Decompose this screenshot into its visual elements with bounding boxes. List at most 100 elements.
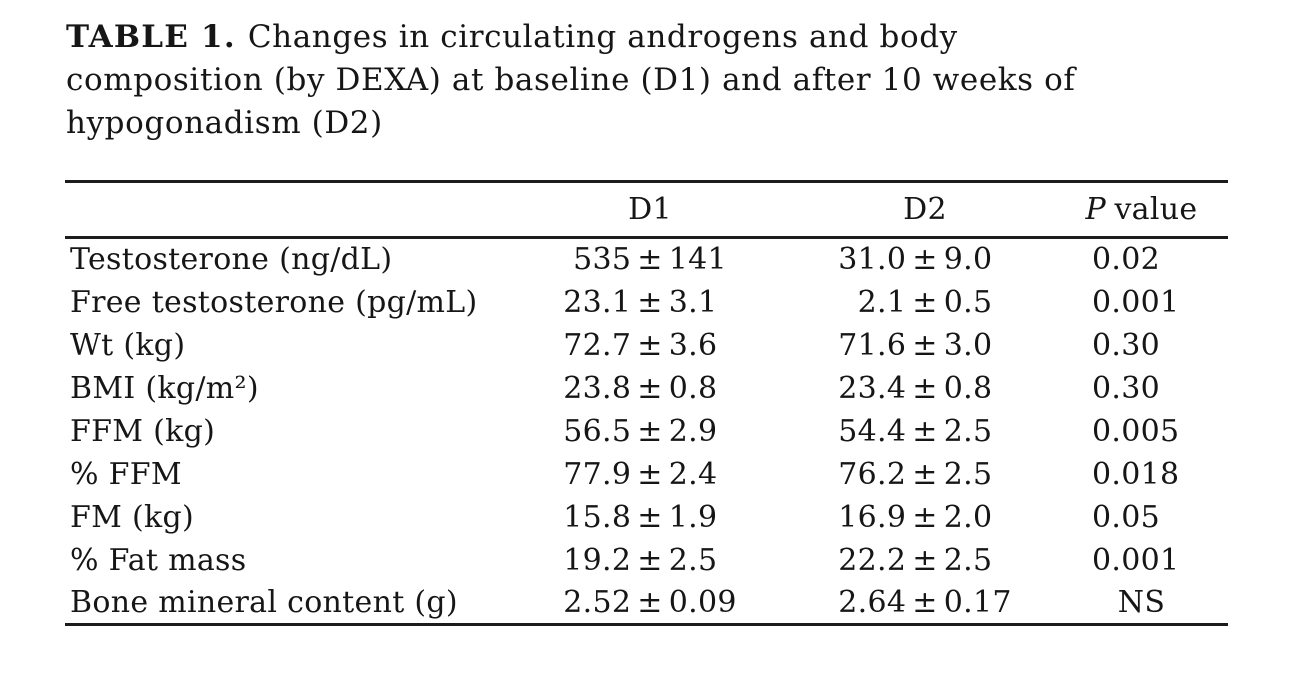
- d2-value: 54.4 ±2.5: [828, 414, 1021, 449]
- d1-value-cell: 23.1 ±3.1: [505, 281, 795, 324]
- plus-minus-sign: ±: [637, 370, 663, 406]
- p-value: NS: [1117, 584, 1166, 620]
- d1-value: 2.52 ±0.09: [553, 585, 746, 620]
- plus-minus-sign: ±: [912, 413, 938, 449]
- plus-minus-sign: ±: [912, 456, 938, 492]
- d1-sd: 3.6: [668, 327, 718, 363]
- p-value-cell: 0.018: [1055, 453, 1228, 496]
- d2-mean: 71.6: [838, 327, 907, 363]
- d2-value: 71.6 ±3.0: [828, 328, 1021, 363]
- p-value-cell: 0.001: [1055, 539, 1228, 582]
- table-caption-label: TABLE 1.: [66, 19, 236, 55]
- table-row: FM (kg) 15.8 ±1.9 16.9 ±2.0 0.05: [65, 496, 1228, 539]
- table-row: Wt (kg) 72.7 ±3.6 71.6 ±3.0 0.30: [65, 324, 1228, 367]
- d1-mean: 19.2: [563, 542, 632, 578]
- plus-minus-sign: ±: [637, 456, 663, 492]
- plus-minus-sign: ±: [637, 242, 663, 278]
- d2-value: 22.2 ±2.5: [828, 543, 1021, 578]
- d2-mean: 23.4: [838, 370, 907, 406]
- d1-mean: 23.1: [563, 284, 632, 320]
- d2-value-cell: 2.1 ±0.5: [795, 281, 1055, 324]
- table-row: BMI (kg/m²) 23.8 ±0.8 23.4 ±0.8 0.30: [65, 367, 1228, 410]
- p-value: 0.018: [1092, 456, 1180, 492]
- d2-value-cell: 71.6 ±3.0: [795, 324, 1055, 367]
- d2-sd: 9.0: [943, 242, 993, 278]
- p-header-italic: P: [1085, 192, 1107, 227]
- p-header-rest: value: [1114, 192, 1198, 227]
- d1-mean: 56.5: [563, 413, 632, 449]
- column-header-d1: D1: [505, 181, 795, 239]
- plus-minus-sign: ±: [912, 584, 938, 620]
- p-value: 0.30: [1092, 370, 1160, 406]
- d2-mean: 31.0: [838, 242, 907, 278]
- d1-mean: 15.8: [563, 499, 632, 535]
- plus-minus-sign: ±: [637, 327, 663, 363]
- d2-mean: 16.9: [838, 499, 907, 535]
- d1-mean: 535: [573, 242, 632, 278]
- d1-mean: 23.8: [563, 370, 632, 406]
- plus-minus-sign: ±: [912, 370, 938, 406]
- table-row: % Fat mass 19.2 ±2.5 22.2 ±2.5 0.001: [65, 539, 1228, 582]
- plus-minus-sign: ±: [912, 499, 938, 535]
- row-label: Bone mineral content (g): [70, 584, 458, 620]
- d2-sd: 0.5: [943, 284, 993, 320]
- d2-value: 31.0 ±9.0: [828, 242, 1021, 277]
- p-value-cell: 0.02: [1055, 238, 1228, 281]
- table-row: Bone mineral content (g) 2.52 ±0.09 2.64 ±…: [65, 582, 1228, 625]
- d2-sd: 0.8: [943, 370, 993, 406]
- d2-value-cell: 2.64 ±0.17: [795, 582, 1055, 625]
- d1-value: 19.2 ±2.5: [553, 543, 746, 578]
- d2-sd: 3.0: [943, 327, 993, 363]
- plus-minus-sign: ±: [912, 242, 938, 278]
- d2-value-cell: 31.0 ±9.0: [795, 238, 1055, 281]
- table-caption: TABLE 1. Changes in circulating androgens…: [66, 16, 1186, 145]
- d1-value-cell: 72.7 ±3.6: [505, 324, 795, 367]
- column-header-rowlabel: [65, 181, 505, 239]
- table-caption-line3: hypogonadism (D2): [66, 105, 383, 141]
- d2-value-cell: 54.4 ±2.5: [795, 410, 1055, 453]
- d1-value-cell: 19.2 ±2.5: [505, 539, 795, 582]
- table-row: FFM (kg) 56.5 ±2.9 54.4 ±2.5 0.005: [65, 410, 1228, 453]
- d2-value: 2.1 ±0.5: [828, 285, 1021, 320]
- d1-value: 72.7 ±3.6: [553, 328, 746, 363]
- plus-minus-sign: ±: [912, 284, 938, 320]
- row-label: % FFM: [70, 456, 182, 492]
- d1-value: 23.1 ±3.1: [553, 285, 746, 320]
- d1-value-cell: 2.52 ±0.09: [505, 582, 795, 625]
- d1-sd: 3.1: [668, 284, 718, 320]
- d2-value-cell: 23.4 ±0.8: [795, 367, 1055, 410]
- d1-sd: 141: [668, 242, 727, 278]
- table-caption-line2: composition (by DEXA) at baseline (D1) a…: [66, 62, 1076, 98]
- d1-value-cell: 56.5 ±2.9: [505, 410, 795, 453]
- table-row: % FFM 77.9 ±2.4 76.2 ±2.5 0.018: [65, 453, 1228, 496]
- p-value: 0.30: [1092, 327, 1160, 363]
- d2-value: 23.4 ±0.8: [828, 371, 1021, 406]
- d2-mean: 22.2: [838, 542, 907, 578]
- d2-sd: 2.5: [943, 456, 993, 492]
- p-value: 0.001: [1092, 284, 1180, 320]
- d2-value-cell: 22.2 ±2.5: [795, 539, 1055, 582]
- row-label: FFM (kg): [70, 413, 216, 449]
- p-value-cell: 0.005: [1055, 410, 1228, 453]
- d2-value-cell: 76.2 ±2.5: [795, 453, 1055, 496]
- d1-mean: 72.7: [563, 327, 632, 363]
- d1-mean: 2.52: [563, 584, 632, 620]
- p-value-cell: 0.05: [1055, 496, 1228, 539]
- d1-value: 15.8 ±1.9: [553, 500, 746, 535]
- d1-sd: 2.9: [668, 413, 718, 449]
- p-value-cell: NS: [1055, 582, 1228, 625]
- plus-minus-sign: ±: [637, 413, 663, 449]
- p-value-cell: 0.001: [1055, 281, 1228, 324]
- p-value-cell: 0.30: [1055, 367, 1228, 410]
- row-label: % Fat mass: [70, 542, 247, 578]
- d1-value: 535 ±141: [553, 242, 746, 277]
- d1-sd: 0.09: [668, 584, 737, 620]
- column-header-d2: D2: [795, 181, 1055, 239]
- d2-value: 2.64 ±0.17: [828, 585, 1021, 620]
- d1-value: 23.8 ±0.8: [553, 371, 746, 406]
- d1-value-cell: 77.9 ±2.4: [505, 453, 795, 496]
- d2-sd: 2.5: [943, 542, 993, 578]
